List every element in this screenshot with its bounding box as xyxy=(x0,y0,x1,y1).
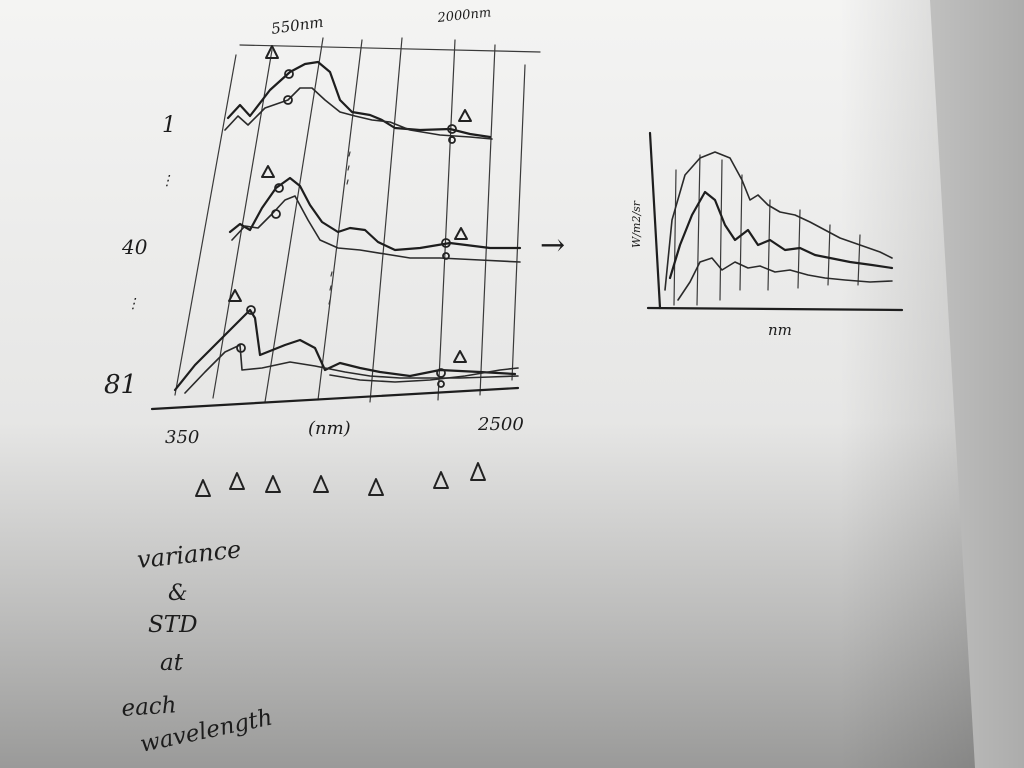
arrow-icon: → xyxy=(540,228,565,263)
row-dots-2: ⋮ xyxy=(126,296,140,312)
main-sketch: 550nm 2000nm 1 ⋮ 40 ⋮ 81 350 (nm) 2500 xyxy=(104,5,541,497)
result-x-axis xyxy=(646,306,904,312)
note-line-5: each xyxy=(121,692,178,722)
label-2000nm: 2000nm xyxy=(436,5,492,26)
pencil-grid-lines xyxy=(174,37,541,403)
row-label-first: 1 xyxy=(162,113,176,138)
x-axis-unit-label: (nm) xyxy=(308,418,351,439)
note-line-4: at xyxy=(160,650,184,676)
result-sketch: W/m2/sr nm xyxy=(630,131,904,339)
x-axis-start-label: 350 xyxy=(165,427,199,448)
spectrum-group-middle xyxy=(228,151,522,263)
row-label-last: 81 xyxy=(104,370,137,400)
note-line-2: & xyxy=(168,581,188,606)
row-label-middle: 40 xyxy=(121,235,148,259)
row-dots-1: ⋮ xyxy=(160,173,174,189)
wavelength-marker-triangles xyxy=(195,462,486,497)
x-axis-end-label: 2500 xyxy=(477,414,524,435)
x-axis-line xyxy=(150,386,520,411)
result-x-axis-label: nm xyxy=(768,321,792,339)
note-line-3: STD xyxy=(148,612,198,638)
result-y-axis xyxy=(648,131,662,310)
spectrum-group-bottom xyxy=(173,271,519,394)
result-y-axis-label: W/m2/sr xyxy=(630,200,643,248)
spectrum-group-top xyxy=(224,45,493,144)
